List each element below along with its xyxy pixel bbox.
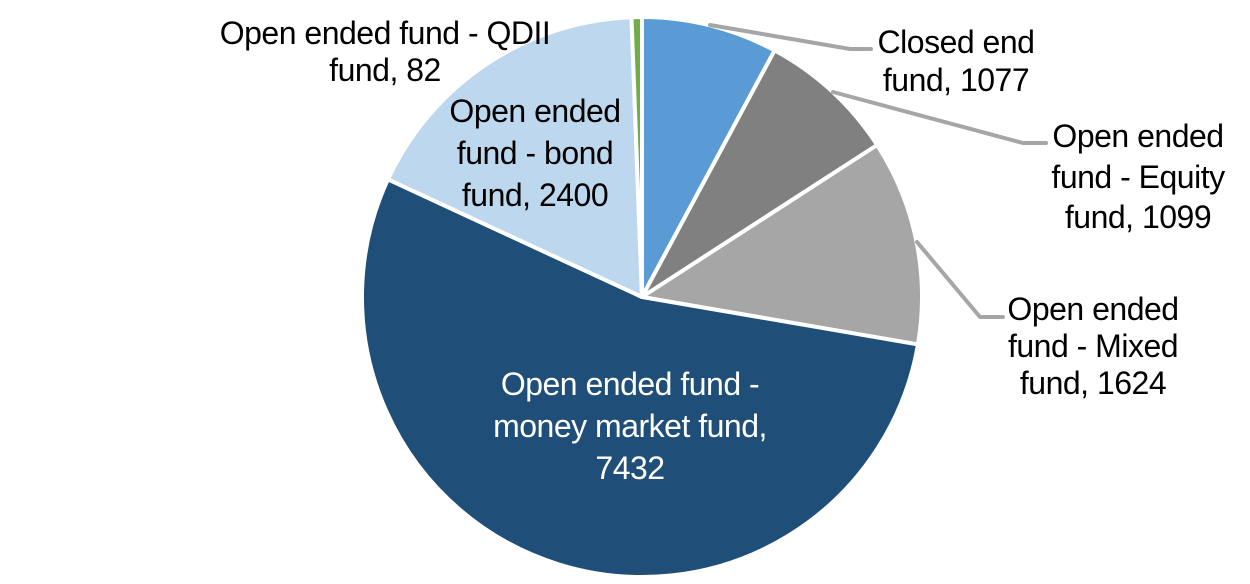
data-label-line: fund - Equity (1051, 159, 1225, 195)
data-label-line: Open ended (1052, 118, 1223, 154)
data-label-line: fund, 1624 (1020, 365, 1166, 401)
data-label-line: 7432 (595, 450, 664, 486)
pie-slice-bond (385, 15, 644, 299)
data-label-money: Open ended fund - money market fund, 7432 (493, 366, 767, 486)
leader-line-mixed (915, 240, 1005, 319)
data-label-line: Closed end (878, 24, 1035, 60)
leader-line-equity (831, 90, 1048, 145)
data-label-line: Open ended fund - QDII (220, 15, 551, 51)
data-label-line: Open ended (1007, 291, 1178, 327)
data-label-line: fund, 82 (329, 52, 441, 88)
data-label-mixed: Open ended fund - Mixed fund, 1624 (1007, 291, 1178, 401)
data-label-closed: Closed end fund, 1077 (878, 24, 1035, 98)
data-label-line: fund, 1099 (1065, 199, 1211, 235)
data-label-equity: Open ended fund - Equity fund, 1099 (1051, 118, 1225, 235)
data-label-line: Open ended (449, 93, 620, 129)
leader-line-closed (708, 23, 873, 51)
data-label-bond: Open ended fund - bond fund, 2400 (449, 93, 620, 213)
data-label-line: fund - Mixed (1008, 328, 1178, 364)
data-label-line: money market fund, (493, 408, 767, 444)
pie-slice-qdii (629, 15, 644, 299)
data-label-line: Open ended fund - (501, 366, 759, 402)
data-label-line: fund - bond (457, 135, 613, 171)
data-label-line: fund, 2400 (462, 177, 608, 213)
data-label-line: fund, 1077 (883, 62, 1029, 98)
data-label-qdii: Open ended fund - QDII fund, 82 (220, 15, 551, 88)
pie-slice-money (360, 177, 920, 579)
